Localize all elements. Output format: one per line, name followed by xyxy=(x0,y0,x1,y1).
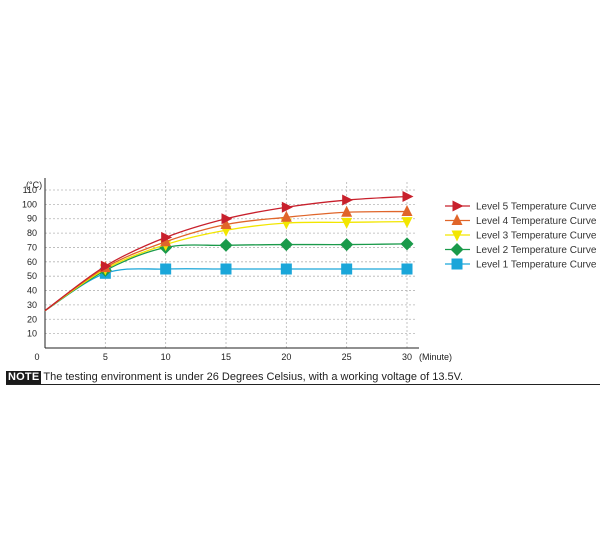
note-badge: NOTE xyxy=(6,370,42,384)
legend: Level 5 Temperature Curve Level 4 Tempera… xyxy=(445,200,597,271)
legend-marker xyxy=(451,258,463,270)
data-point xyxy=(161,231,173,243)
series-line xyxy=(44,243,408,312)
data-point xyxy=(401,205,413,217)
data-point xyxy=(341,217,353,229)
data-point xyxy=(401,217,413,229)
series-lines xyxy=(44,190,414,312)
data-point xyxy=(160,235,172,247)
note-text: The testing environment is under 26 Degr… xyxy=(43,371,464,383)
y-tick-label: 100 xyxy=(22,199,37,209)
x-tick-label: 25 xyxy=(342,352,352,362)
x-tick-label: 15 xyxy=(221,352,231,362)
x-tick-label: 20 xyxy=(281,352,291,362)
y-tick-label: 30 xyxy=(27,300,37,310)
y-tick-label: 60 xyxy=(27,257,37,267)
data-point xyxy=(341,263,353,275)
data-point xyxy=(279,238,293,252)
note-bar: NOTE The testing environment is under 26… xyxy=(6,370,600,385)
data-point xyxy=(100,260,112,272)
data-point xyxy=(281,201,293,213)
axes: 10 20 30 40 50 60 70 80 90 100 110 0 5 10 15 20 25 30 (°C)… xyxy=(22,178,452,362)
data-point xyxy=(220,263,232,275)
legend-label: Level 5 Temperature Curve xyxy=(476,202,597,213)
legend-marker xyxy=(452,200,464,212)
legend-label: Level 1 Temperature Curve xyxy=(476,260,597,271)
y-tick-label: 40 xyxy=(27,286,37,296)
x-tick-label: 10 xyxy=(161,352,171,362)
data-point xyxy=(160,263,172,275)
y-tick-label: 70 xyxy=(27,242,37,252)
x-tick-label: 30 xyxy=(402,352,412,362)
x-unit-label: (Minute) xyxy=(419,352,452,362)
legend-marker xyxy=(451,214,463,225)
y-tick-label: 20 xyxy=(27,314,37,324)
data-point xyxy=(280,263,292,275)
data-point xyxy=(341,205,353,217)
legend-label: Level 4 Temperature Curve xyxy=(476,216,597,227)
data-point xyxy=(402,190,414,202)
data-point xyxy=(342,194,354,206)
legend-label: Level 2 Temperature Curve xyxy=(476,245,597,256)
data-point xyxy=(219,238,233,252)
x-tick-label: 5 xyxy=(103,352,108,362)
legend-label: Level 3 Temperature Curve xyxy=(476,231,597,242)
data-point xyxy=(340,238,354,252)
series-line xyxy=(44,195,408,312)
data-point xyxy=(400,237,414,251)
data-point xyxy=(280,210,292,222)
y-unit-label: (°C) xyxy=(26,180,42,190)
y-tick-label: 110 xyxy=(23,185,37,195)
x-tick-label: 0 xyxy=(34,352,39,362)
data-point xyxy=(220,217,232,229)
legend-marker xyxy=(451,230,463,242)
y-tick-label: 10 xyxy=(27,329,37,339)
data-point xyxy=(401,263,413,275)
y-tick-label: 80 xyxy=(27,228,37,238)
legend-marker xyxy=(450,243,464,256)
data-point xyxy=(221,213,233,225)
y-tick-label: 50 xyxy=(27,271,37,281)
y-tick-label: 90 xyxy=(27,214,37,224)
